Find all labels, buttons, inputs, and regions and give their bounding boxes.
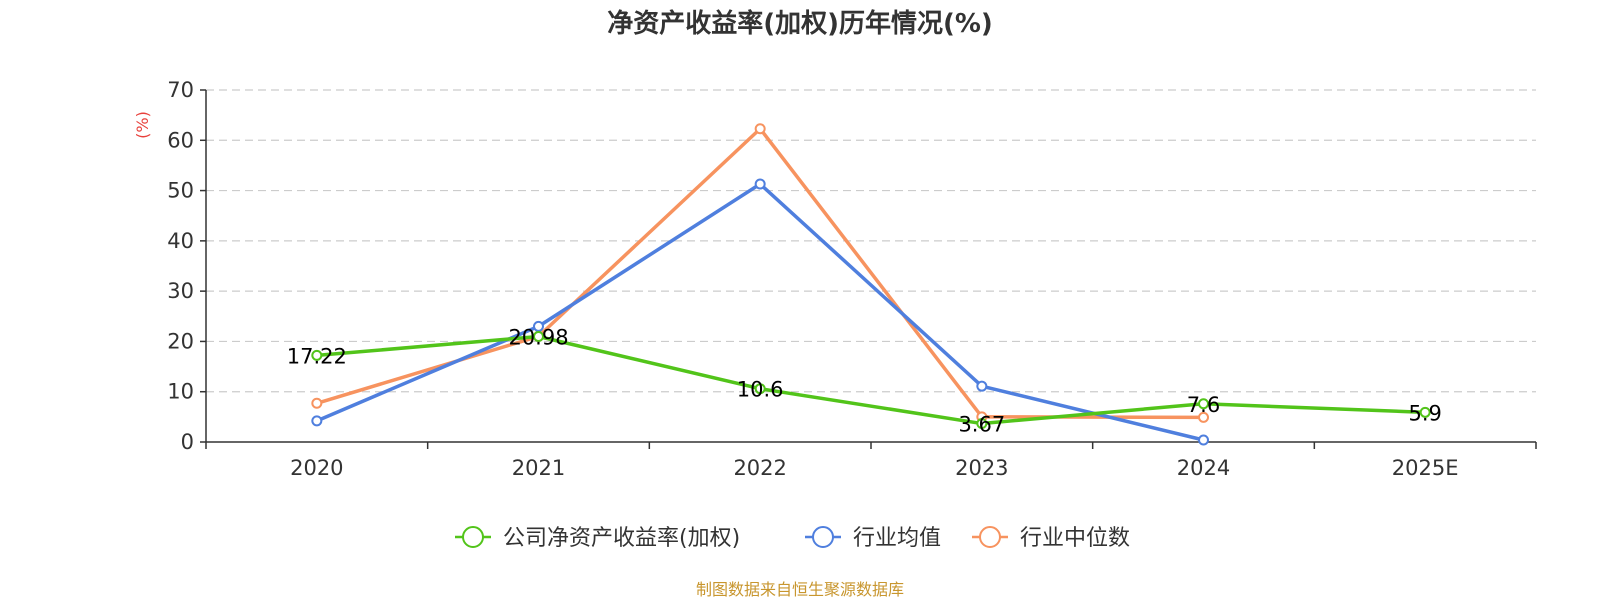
point-2-2020 [311,397,323,409]
y-tick-label-70: 70 [167,78,194,102]
x-tick-label-2025E: 2025E [1392,456,1459,480]
series-1 [311,178,1209,446]
legend-marker-1 [812,526,834,548]
legend-item-2[interactable]: 行业中位数 [972,526,1130,551]
source-note: 制图数据来自恒生聚源数据库 [696,580,904,599]
legend-item-1[interactable]: 行业均值 [805,526,941,551]
legend-label-1: 行业均值 [853,526,941,551]
y-tick-label-50: 50 [167,179,194,203]
point-0-2025E [1419,406,1431,418]
x-tick-label-2021: 2021 [512,456,565,480]
point-2-2022 [754,123,766,135]
x-tick-label-2024: 2024 [1177,456,1230,480]
legend-label-0: 公司净资产收益率(加权) [503,526,740,551]
data-label-2021: 20.98 [508,326,568,350]
y-tick-label-40: 40 [167,229,194,253]
y-axis-label: (%) [133,111,152,139]
data-label-2023: 3.67 [958,413,1005,437]
chart-title: 净资产收益率(加权)历年情况(%) [607,8,993,39]
y-tick-label-10: 10 [167,380,194,404]
series-line-0 [316,334,1426,426]
legend[interactable]: 公司净资产收益率(加权) 行业均值 行业中位数 [455,526,1130,551]
point-1-2020 [311,415,323,427]
point-0-2023 [976,418,988,430]
point-2-2024 [1198,411,1209,423]
point-1-2022 [754,178,766,190]
legend-item-0[interactable]: 公司净资产收益率(加权) [455,526,740,551]
legend-marker-2 [979,526,1001,548]
y-tick-label-60: 60 [167,128,194,152]
point-0-2024 [1198,398,1209,410]
point-1-2024 [1198,434,1209,446]
x-tick-label-2023: 2023 [955,456,1008,480]
point-0-2021 [533,331,544,343]
legend-marker-0 [462,526,484,548]
series-0 [311,331,1431,430]
series-line-2 [316,126,1204,420]
point-1-2021 [533,320,544,332]
x-tick-label-2022: 2022 [733,456,786,480]
y-tick-label-20: 20 [167,329,194,353]
data-label-2022: 10.6 [737,378,784,402]
y-tick-label-30: 30 [167,279,194,303]
legend-label-2: 行业中位数 [1020,526,1130,551]
data-label-2020: 17.22 [287,344,347,368]
point-0-2020 [311,349,323,361]
x-tick-label-2020: 2020 [290,456,343,480]
data-label-2024: 7.6 [1187,393,1220,417]
axes: 0 10 20 30 40 50 60 70 2020 2021 2022 2023 2024 2025E [167,78,1537,480]
data-label-2025E: 5.9 [1408,401,1441,425]
grid-lines [206,89,1536,393]
point-1-2023 [976,380,988,392]
y-tick-label-0: 0 [181,430,194,454]
series-layer [311,123,1431,446]
point-0-2022 [754,383,766,395]
data-labels: 17.22 20.98 10.6 3.67 7.6 5.9 [287,326,1442,437]
